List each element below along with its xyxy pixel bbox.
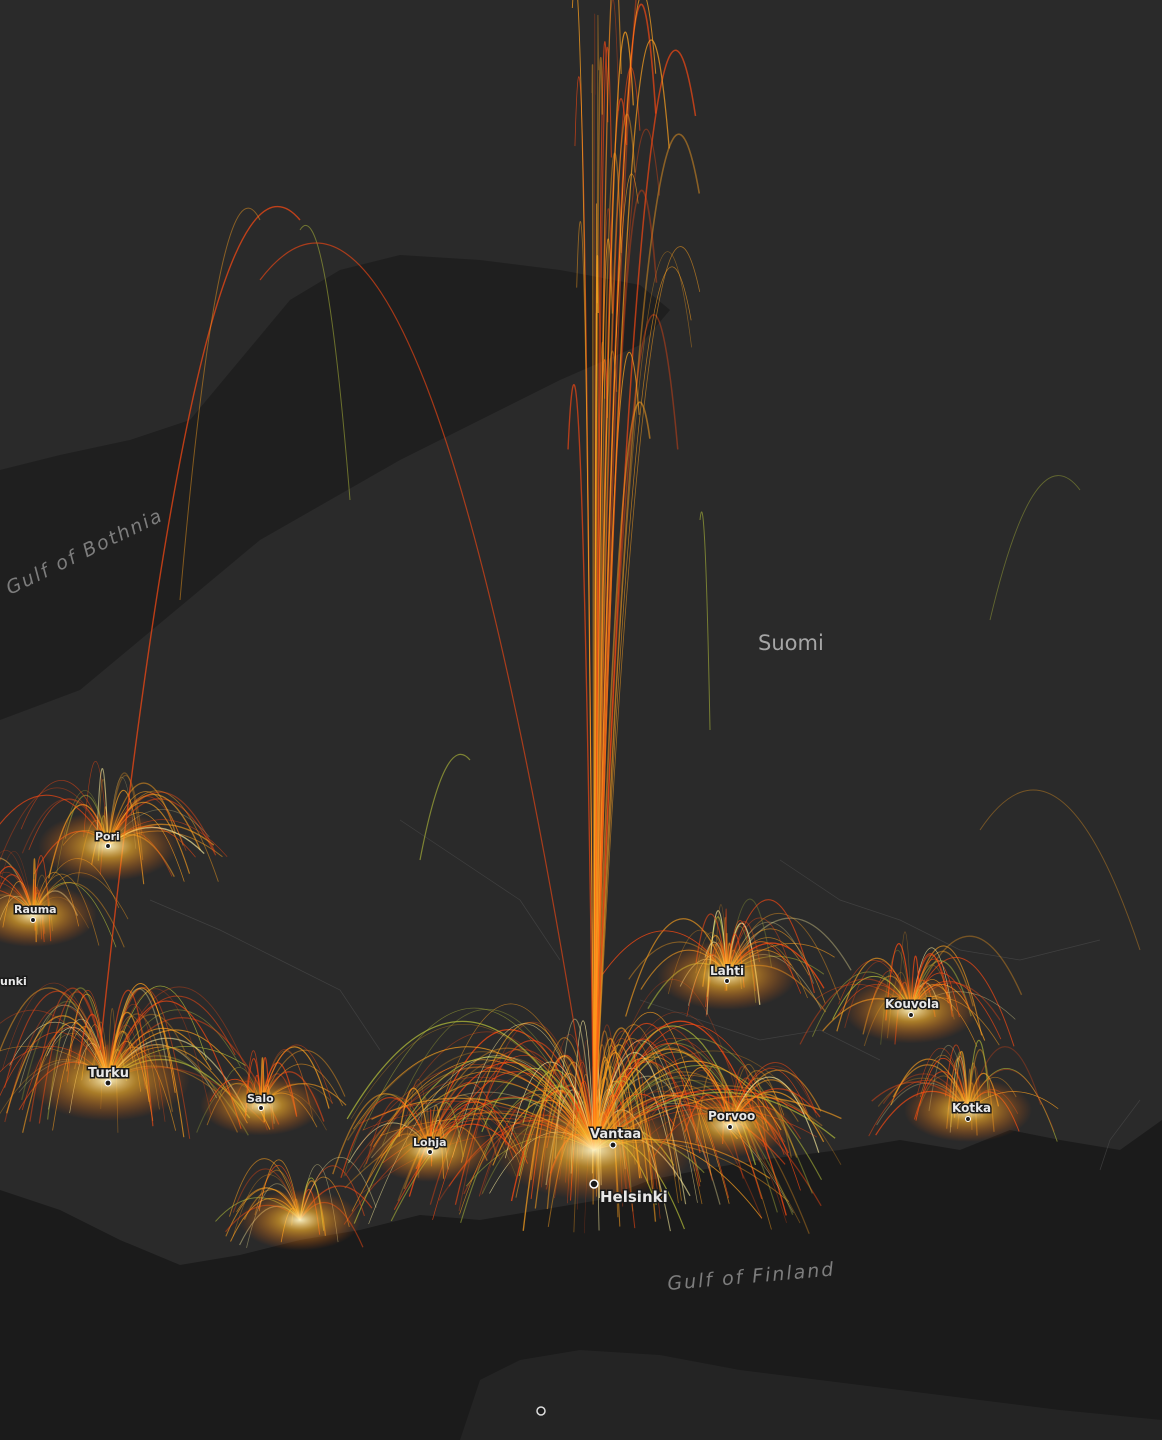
flow-arc [593, 351, 640, 1151]
flow-arc [593, 39, 670, 1151]
city-label-kotka: Kotka [952, 1101, 991, 1115]
flow-arc [346, 1020, 595, 1151]
flow-arc [593, 251, 692, 1151]
flow-arc [99, 205, 301, 1051]
flow-arc [567, 384, 595, 1151]
city-marker [907, 1011, 915, 1019]
city-label-uusikaupunki: unki [0, 975, 27, 988]
flow-arc [593, 56, 604, 1151]
flow-arc [593, 0, 637, 1151]
flow-arc [593, 0, 657, 1151]
city-marker [104, 1079, 112, 1087]
city-vantaa[interactable]: Vantaa [589, 1126, 643, 1149]
flow-arc [393, 1031, 595, 1151]
city-label-lohja: Lohja [413, 1136, 447, 1149]
flow-arc [593, 1011, 749, 1151]
flow-arc [571, 0, 595, 1151]
city-label-lahti: Lahti [710, 964, 744, 978]
city-kotka[interactable]: Kotka [951, 1100, 993, 1123]
country-label: Suomi [758, 631, 824, 655]
flow-arc [259, 242, 595, 1151]
city-glow [904, 1078, 1032, 1142]
city-porvoo[interactable]: Porvoo [707, 1108, 757, 1131]
city-marker [723, 977, 731, 985]
flow-arc [593, 152, 622, 1151]
flow-arc [350, 1024, 595, 1151]
flow-arc [0, 987, 109, 1081]
flow-arc [593, 350, 618, 1151]
city-lohja[interactable]: Lohja [412, 1135, 448, 1156]
estonia-coast [460, 1350, 1162, 1440]
flow-arc [593, 266, 692, 1151]
city-glows [0, 811, 1032, 1251]
city-turku[interactable]: Turku [87, 1065, 131, 1087]
flow-arc [460, 1022, 595, 1163]
city-marker [426, 1148, 434, 1156]
city-rauma[interactable]: Rauma [13, 902, 58, 924]
region-boundaries [149, 819, 1141, 1171]
city-glow [239, 1189, 361, 1251]
flow-arc [593, 314, 679, 1151]
flow-arc [554, 1018, 595, 1159]
city-label-vantaa: Vantaa [590, 1127, 641, 1142]
flow-arc [593, 246, 701, 1151]
city-label-kouvola: Kouvola [885, 997, 939, 1011]
city-label-helsinki: Helsinki [600, 1188, 668, 1206]
city-lahti[interactable]: Lahti [709, 963, 746, 985]
flow-arc [419, 753, 471, 861]
city-glow [657, 940, 797, 1010]
flow-arc [989, 475, 1081, 621]
flow-arc [179, 207, 261, 601]
flow-arc [593, 401, 651, 1151]
city-label-porvoo: Porvoo [708, 1109, 755, 1123]
city-marker [726, 1123, 734, 1131]
tallinn-marker[interactable] [536, 1406, 546, 1416]
city-uusikaupunki[interactable]: unki [0, 974, 28, 990]
city-glow [844, 976, 978, 1044]
city-marker [609, 1141, 617, 1149]
flow-arc [699, 511, 711, 731]
city-label-turku: Turku [88, 1066, 129, 1081]
city-marker [257, 1104, 265, 1112]
city-kouvola[interactable]: Kouvola [884, 996, 941, 1019]
flow-arc [593, 67, 641, 1151]
flow-arc [382, 1008, 595, 1151]
city-glow [0, 883, 97, 947]
flow-arc [593, 133, 701, 1151]
flow-arc [4, 990, 109, 1088]
flow-arc [593, 0, 622, 1151]
flow-arc [107, 988, 212, 1115]
flow-arc [299, 224, 351, 501]
city-marker [964, 1115, 972, 1123]
flow-arc [593, 49, 697, 1151]
city-helsinki[interactable]: Helsinki [589, 1179, 669, 1208]
flow-arc [107, 983, 176, 1093]
flow-arc [593, 255, 599, 1151]
flow-arc [593, 31, 634, 1151]
flow-arc [576, 221, 595, 1151]
flow-arc [591, 64, 595, 1151]
gulf-of-bothnia-water [0, 255, 670, 720]
flow-arc [593, 113, 636, 1151]
city-label-rauma: Rauma [14, 903, 57, 916]
flow-arc [593, 189, 658, 1151]
city-marker [29, 916, 37, 924]
flow-arc [593, 173, 639, 1151]
flow-arc [362, 1007, 595, 1151]
city-glow [494, 1100, 694, 1200]
city-marker [589, 1179, 599, 1189]
flow-arc [979, 789, 1141, 951]
city-marker [104, 842, 112, 850]
city-salo[interactable]: Salo [246, 1091, 276, 1112]
flow-arc [593, 1022, 701, 1154]
city-label-pori: Pori [95, 830, 120, 843]
city-pori[interactable]: Pori [94, 829, 121, 850]
city-label-salo: Salo [247, 1092, 274, 1105]
